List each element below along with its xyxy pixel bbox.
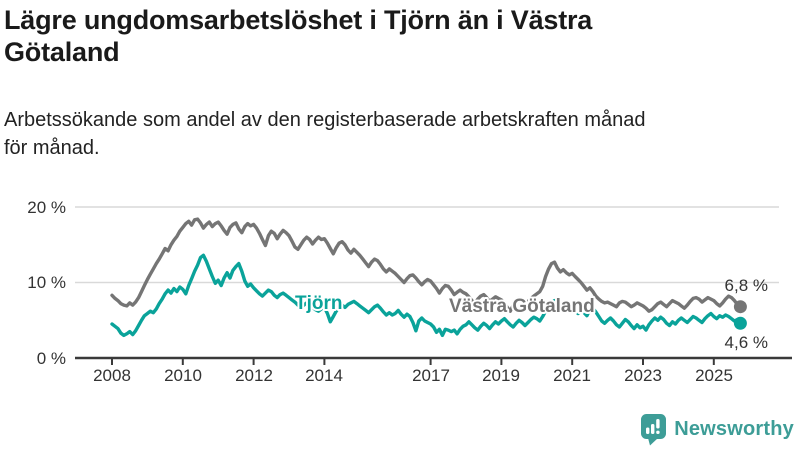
y-tick-label-0: 0 % xyxy=(37,349,66,368)
chart-title: Lägre ungdomsarbetslöshet i Tjörn än i V… xyxy=(4,5,593,67)
x-tick-label-2023: 2023 xyxy=(624,366,662,385)
series-label-tjorn: Tjörn xyxy=(295,293,343,314)
x-tick-label-2025: 2025 xyxy=(695,366,733,385)
x-tick-label-2010: 2010 xyxy=(164,366,202,385)
chart-subtitle: Arbetssökande som andel av den registerb… xyxy=(4,109,646,159)
newsworthy-logo-icon xyxy=(641,414,667,446)
newsworthy-logo-text: Newsworthy xyxy=(674,418,794,440)
series-endpoint-vastra-gotaland xyxy=(733,300,747,314)
x-tick-label-2021: 2021 xyxy=(553,366,591,385)
x-tick-label-2019: 2019 xyxy=(482,366,520,385)
y-tick-label-10: 10 % xyxy=(27,273,66,292)
x-tick-label-2017: 2017 xyxy=(412,366,450,385)
end-value-label-vastra: 6,8 % xyxy=(725,276,768,295)
end-value-label-tjorn: 4,6 % xyxy=(725,333,768,352)
x-tick-label-2014: 2014 xyxy=(305,366,343,385)
series-line-tjorn xyxy=(110,253,743,338)
series-endpoint-tjorn xyxy=(733,316,747,330)
series-label-vastra-gotaland: Västra Götaland xyxy=(449,296,595,317)
newsworthy-logo[interactable]: Newsworthy xyxy=(640,413,794,446)
x-tick-label-2008: 2008 xyxy=(93,366,131,385)
x-tick-label-2012: 2012 xyxy=(235,366,273,385)
y-tick-label-20: 20 % xyxy=(27,198,66,217)
x-axis-ticks xyxy=(111,358,715,365)
series-line-vastra-gotaland xyxy=(110,217,743,313)
